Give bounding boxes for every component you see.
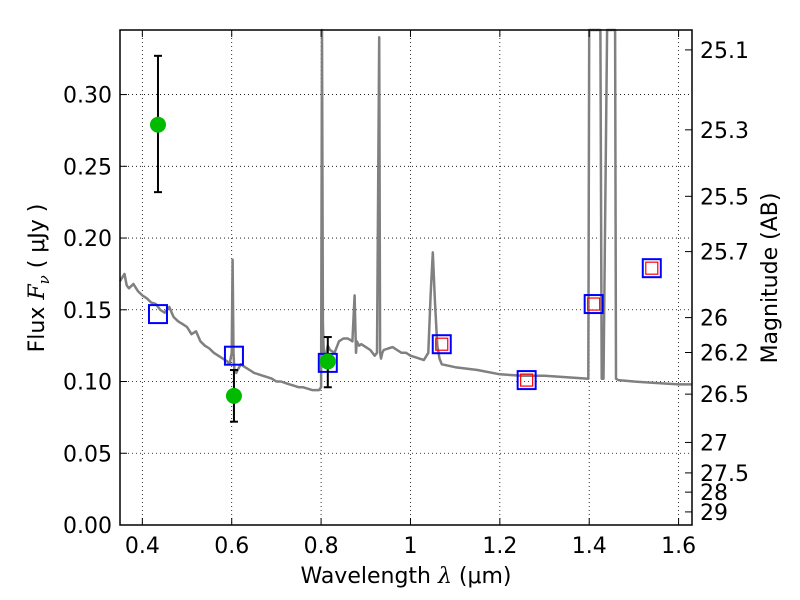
- right-tick-label: 28: [700, 481, 728, 506]
- x-axis-label-symbol: λ: [437, 564, 452, 589]
- model-square-marker: [147, 304, 168, 325]
- y-axis-label-subscript: ν: [35, 275, 53, 284]
- right-axis-label: Magnitude (AB): [758, 193, 783, 364]
- x-axis-label-unit: (μm): [452, 564, 512, 589]
- model-inner-square-marker: [435, 337, 449, 351]
- spectrum-line: [118, 28, 692, 392]
- right-tick-label: 25.3: [700, 119, 749, 144]
- model-square-marker: [583, 294, 604, 315]
- model-spectrum: [118, 28, 692, 392]
- right-tick-label: 27: [700, 431, 728, 456]
- right-tick-label: 25.1: [700, 39, 749, 64]
- model-square-marker: [431, 334, 452, 355]
- y-axis-ticks: 0.00 0.05 0.10 0.15 0.20 0.25 0.30: [63, 84, 127, 539]
- y-tick-label: 0.25: [63, 155, 112, 180]
- y-tick-label: 0.00: [63, 514, 112, 539]
- model-square-marker: [516, 370, 537, 391]
- y-tick-label: 0.10: [63, 371, 112, 396]
- x-tick-label: 0.6: [214, 534, 249, 559]
- model-inner-square-marker: [587, 297, 601, 311]
- observed-point: [319, 353, 336, 370]
- y-axis-label-unit: ( μJy ): [25, 204, 50, 276]
- observed-point: [225, 387, 242, 404]
- y-tick-label: 0.30: [63, 84, 112, 109]
- model-photometry-inner-squares: [435, 261, 659, 387]
- x-tick-label: 1.4: [572, 534, 607, 559]
- x-axis-ticks: 0.4 0.6 0.8 1 1.2 1.4 1.6: [125, 30, 696, 559]
- observed-points: [149, 54, 336, 423]
- right-tick-label: 29: [700, 501, 728, 526]
- x-axis-label-prefix: Wavelength: [300, 564, 438, 589]
- x-tick-label: 1.2: [482, 534, 517, 559]
- model-square-marker: [223, 345, 244, 366]
- x-tick-label: 1.6: [661, 534, 696, 559]
- x-axis-label: Wavelength λ (μm): [300, 564, 511, 589]
- model-inner-square-marker: [645, 261, 659, 275]
- y-axis-label-symbol: F: [25, 284, 50, 301]
- plot-frame: [119, 29, 693, 526]
- right-tick-label: 26.5: [700, 383, 749, 408]
- y-axis-label-prefix: Flux: [25, 300, 50, 353]
- x-tick-label: 0.4: [125, 534, 160, 559]
- y-axis-label: Flux Fν ( μJy ): [25, 204, 53, 353]
- right-tick-label: 26.2: [700, 342, 749, 367]
- model-square-marker: [641, 258, 662, 279]
- y-tick-label: 0.05: [63, 442, 112, 467]
- observed-point: [149, 116, 166, 133]
- y-tick-label: 0.15: [63, 299, 112, 324]
- y-tick-label: 0.20: [63, 227, 112, 252]
- right-tick-label: 25.5: [700, 185, 749, 210]
- x-tick-label: 1: [403, 534, 417, 559]
- model-inner-square-marker: [520, 373, 534, 387]
- right-tick-label: 27.5: [700, 462, 749, 487]
- right-tick-label: 26: [700, 307, 728, 332]
- right-tick-label: 25.7: [700, 241, 749, 266]
- x-tick-label: 0.8: [304, 534, 339, 559]
